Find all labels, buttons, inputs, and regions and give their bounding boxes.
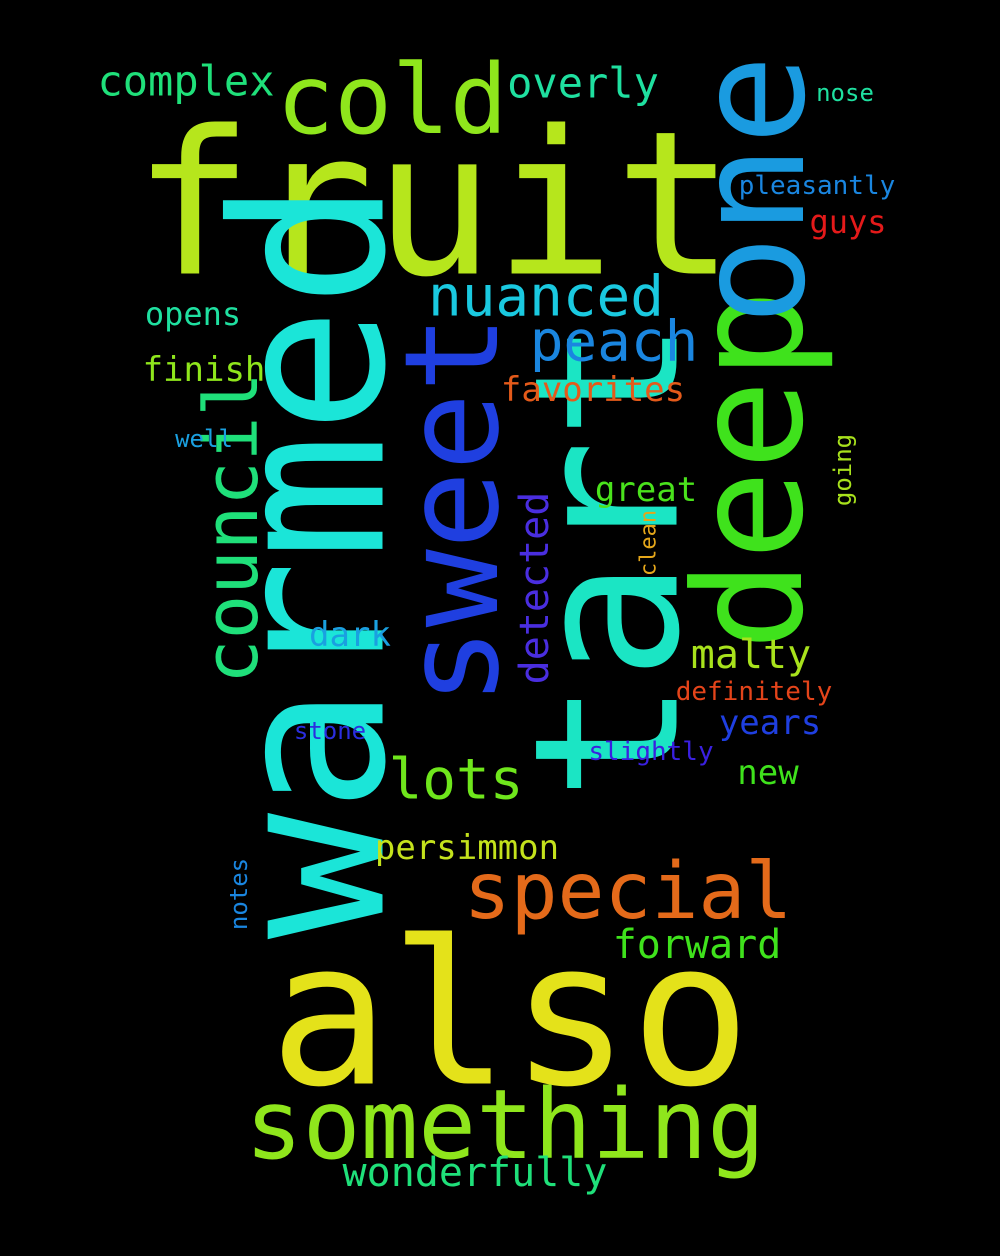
word-going: going: [829, 434, 857, 506]
word-complex: complex: [97, 57, 274, 106]
word-years: years: [719, 703, 821, 743]
word-notes: notes: [225, 858, 253, 930]
word-tart: tart: [492, 319, 725, 801]
word-peach: peach: [530, 310, 699, 375]
word-nuanced: nuanced: [428, 265, 664, 330]
word-great: great: [595, 470, 697, 510]
word-favorites: favorites: [501, 370, 685, 410]
word-cold: cold: [276, 44, 507, 156]
word-something: something: [245, 1069, 765, 1181]
word-clean: clean: [637, 510, 662, 576]
word-malty: malty: [691, 632, 811, 678]
word-opens: opens: [145, 295, 241, 333]
word-deep: deep: [663, 289, 837, 650]
word-detected: detected: [512, 492, 558, 685]
word-forward: forward: [613, 922, 782, 968]
word-also: also: [269, 899, 751, 1132]
word-lots: lots: [389, 748, 524, 813]
word-persimmon: persimmon: [375, 828, 559, 868]
word-pleasantly: pleasantly: [739, 171, 896, 201]
word-overly: overly: [507, 59, 659, 108]
word-warmed: warmed: [188, 181, 433, 940]
word-definitely: definitely: [676, 677, 833, 707]
word-special: special: [464, 847, 793, 937]
word-nose: nose: [816, 79, 874, 107]
word-slightly: slightly: [588, 737, 713, 767]
word-sweet: sweet: [376, 314, 528, 705]
word-new: new: [737, 753, 799, 793]
word-stone: stone: [294, 717, 366, 745]
word-well: well: [175, 425, 233, 453]
word-fruit: fruit: [133, 89, 735, 322]
word-council: council: [189, 372, 275, 684]
word-guys: guys: [809, 203, 886, 241]
word-one: one: [665, 55, 839, 326]
word-finish: finish: [143, 350, 266, 390]
word-dark: dark: [309, 615, 391, 655]
word-wonderfully: wonderfully: [343, 1150, 608, 1196]
